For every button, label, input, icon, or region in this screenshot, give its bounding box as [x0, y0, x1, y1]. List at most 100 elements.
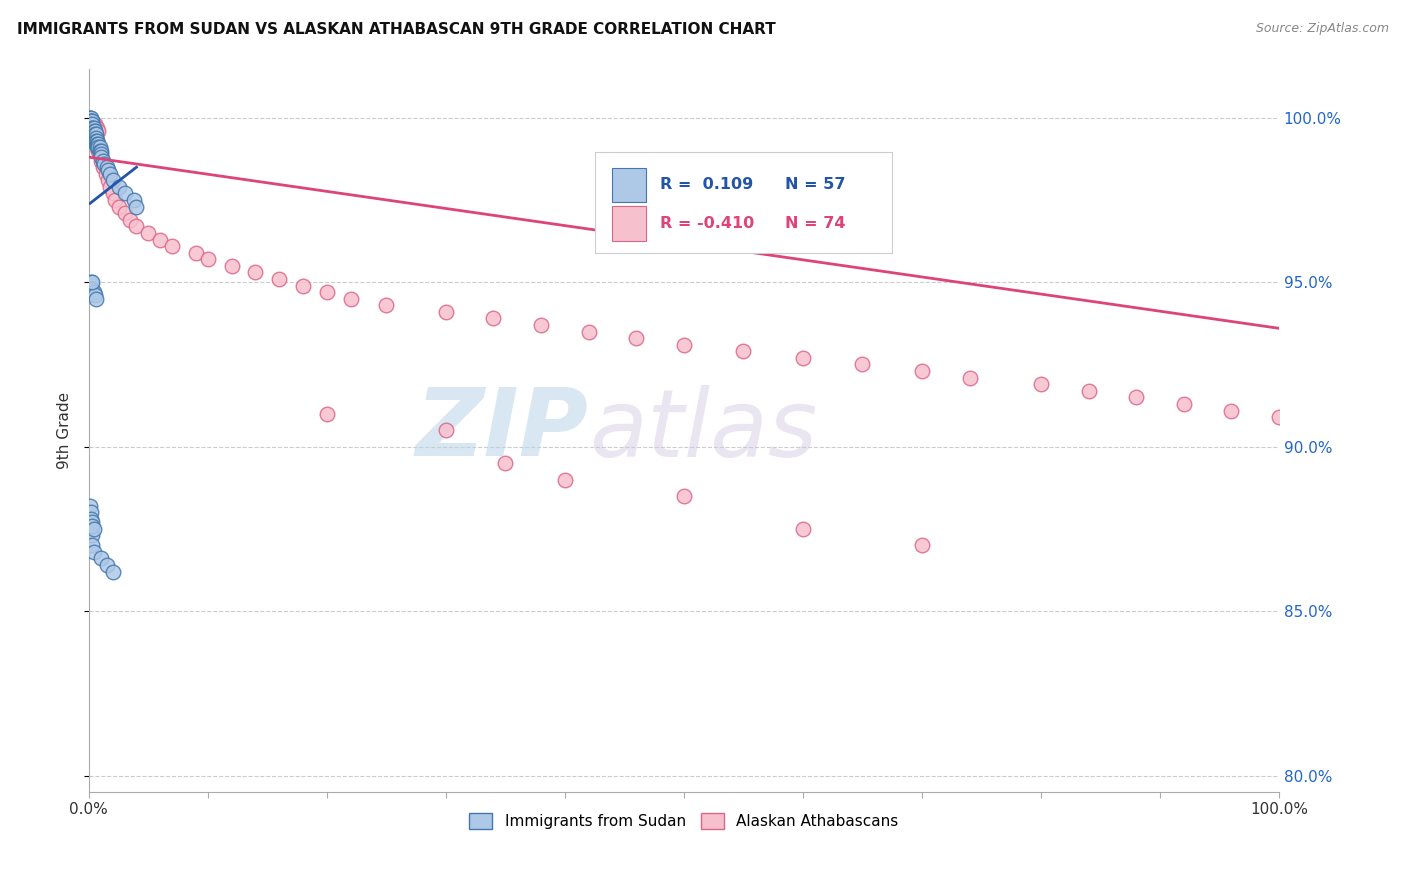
Point: [434, 423, 457, 437]
Point: [315, 285, 337, 299]
Point: [83, 124, 105, 138]
Point: [86, 134, 108, 148]
Point: [80, 117, 103, 131]
Point: [83, 128, 105, 142]
Point: [83, 134, 105, 148]
Point: [138, 226, 160, 240]
Point: [79, 111, 101, 125]
Point: [82, 518, 104, 533]
Point: [87, 137, 110, 152]
Point: [82, 516, 104, 530]
Point: [107, 200, 129, 214]
Text: Source: ZipAtlas.com: Source: ZipAtlas.com: [1256, 22, 1389, 36]
Point: [83, 124, 105, 138]
Point: [911, 364, 934, 378]
Point: [122, 193, 145, 207]
Point: [114, 206, 136, 220]
Point: [184, 245, 207, 260]
Point: [494, 456, 516, 470]
Text: R =  0.109: R = 0.109: [659, 178, 754, 193]
Point: [672, 337, 695, 351]
Point: [82, 528, 104, 542]
Point: [89, 140, 111, 154]
Point: [87, 140, 110, 154]
Legend: Immigrants from Sudan, Alaskan Athabascans: Immigrants from Sudan, Alaskan Athabasca…: [464, 806, 904, 835]
Point: [101, 186, 124, 201]
Point: [269, 272, 291, 286]
Point: [82, 124, 104, 138]
Point: [80, 505, 103, 519]
Point: [90, 153, 112, 168]
Point: [80, 111, 103, 125]
Point: [83, 128, 105, 142]
Point: [1029, 377, 1052, 392]
Point: [1125, 390, 1147, 404]
Point: [1268, 410, 1291, 425]
Point: [104, 193, 127, 207]
Point: [83, 545, 105, 559]
Point: [90, 150, 112, 164]
Point: [83, 285, 105, 299]
Point: [107, 180, 129, 194]
Point: [82, 538, 104, 552]
Point: [120, 212, 142, 227]
Point: [626, 331, 648, 345]
Point: [1220, 403, 1243, 417]
Point: [125, 200, 148, 214]
Point: [97, 163, 120, 178]
Point: [292, 278, 315, 293]
Point: [83, 522, 105, 536]
Point: [101, 173, 124, 187]
Point: [90, 147, 112, 161]
Point: [160, 239, 183, 253]
Point: [86, 137, 108, 152]
Point: [82, 114, 104, 128]
Point: [82, 120, 104, 135]
Point: [80, 120, 103, 135]
Point: [83, 117, 105, 131]
Point: [87, 124, 110, 138]
Point: [83, 120, 105, 135]
Point: [93, 157, 115, 171]
Point: [82, 124, 104, 138]
Point: [79, 499, 101, 513]
Text: IMMIGRANTS FROM SUDAN VS ALASKAN ATHABASCAN 9TH GRADE CORRELATION CHART: IMMIGRANTS FROM SUDAN VS ALASKAN ATHABAS…: [17, 22, 776, 37]
Point: [82, 128, 104, 142]
Point: [82, 134, 104, 148]
Point: [84, 128, 107, 142]
Point: [83, 130, 105, 145]
Point: [125, 219, 148, 234]
Point: [94, 167, 117, 181]
Point: [339, 292, 361, 306]
Point: [83, 134, 105, 148]
Point: [83, 117, 105, 131]
Text: R = -0.410: R = -0.410: [659, 216, 755, 231]
Point: [482, 311, 505, 326]
Point: [79, 114, 101, 128]
Point: [82, 275, 104, 289]
Point: [434, 305, 457, 319]
Point: [80, 117, 103, 131]
Point: [84, 134, 107, 148]
Point: [792, 351, 814, 365]
Point: [96, 558, 118, 572]
Point: [82, 120, 104, 135]
Point: [101, 565, 124, 579]
Point: [89, 144, 111, 158]
Text: ZIP: ZIP: [416, 384, 589, 476]
Point: [733, 344, 755, 359]
Point: [84, 130, 107, 145]
Point: [82, 117, 104, 131]
Point: [149, 233, 172, 247]
Text: N = 57: N = 57: [785, 178, 845, 193]
Point: [959, 370, 981, 384]
Point: [911, 538, 934, 552]
Point: [91, 153, 114, 168]
Point: [79, 114, 101, 128]
Point: [82, 130, 104, 145]
Point: [221, 259, 243, 273]
Point: [82, 114, 104, 128]
Point: [82, 120, 104, 135]
Point: [245, 265, 267, 279]
Point: [82, 117, 104, 131]
